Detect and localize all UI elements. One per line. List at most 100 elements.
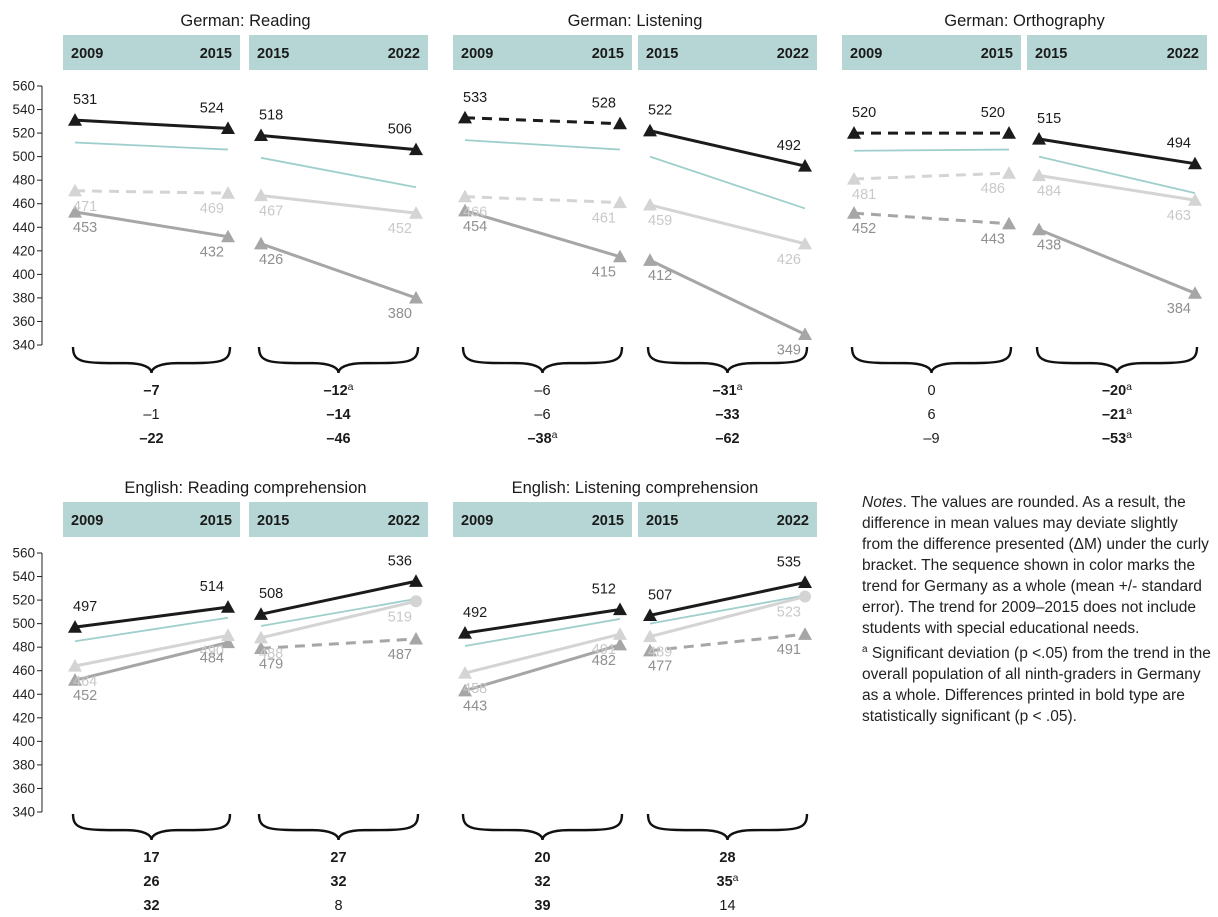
chart-title: German: Orthography bbox=[944, 12, 1105, 30]
series-line bbox=[260, 193, 417, 215]
footnote-text: a Significant deviation (p <.05) from th… bbox=[862, 639, 1212, 727]
series-line bbox=[464, 209, 621, 259]
panel: 2015 2022 522 492 459 426 412 349 –31a –33 –62 bbox=[638, 35, 817, 447]
series-point bbox=[643, 629, 657, 643]
difference-value: –14 bbox=[326, 407, 350, 423]
series-line bbox=[649, 155, 806, 210]
data-label: 426 bbox=[777, 252, 801, 268]
data-label: 467 bbox=[259, 203, 283, 219]
panel: 2009 2015 497 514 464 490 452 484 17 26 32 bbox=[63, 502, 240, 914]
year-start-label: 2015 bbox=[646, 513, 678, 529]
series-point bbox=[847, 126, 861, 139]
series-point bbox=[458, 666, 472, 679]
series-point bbox=[221, 635, 235, 649]
series-point bbox=[458, 189, 472, 203]
series-point bbox=[643, 123, 657, 137]
difference-value: –1 bbox=[143, 407, 159, 423]
series-point bbox=[613, 602, 627, 616]
y-tick-label: 500 bbox=[12, 149, 35, 164]
difference-value: 32 bbox=[143, 898, 159, 914]
difference-value: 32 bbox=[330, 874, 346, 890]
data-label: 520 bbox=[981, 105, 1005, 121]
difference-value: 39 bbox=[534, 898, 550, 914]
data-label: 497 bbox=[73, 599, 97, 615]
difference-value: 17 bbox=[143, 850, 159, 866]
series-line bbox=[649, 594, 806, 625]
series-line bbox=[260, 598, 417, 627]
series-line bbox=[1038, 137, 1196, 166]
difference-value: –22 bbox=[139, 431, 163, 447]
series-point bbox=[458, 203, 472, 217]
year-header bbox=[638, 502, 817, 537]
year-end-label: 2015 bbox=[981, 46, 1013, 62]
panel: 2009 2015 531 524 471 469 453 432 –7 –1 –22 bbox=[63, 35, 240, 447]
curly-bracket bbox=[461, 813, 624, 841]
difference-value: –6 bbox=[534, 383, 550, 399]
notes-text: Notes. The values are rounded. As a resu… bbox=[862, 492, 1212, 639]
data-label: 491 bbox=[777, 642, 801, 658]
year-start-label: 2015 bbox=[646, 46, 678, 62]
data-label: 438 bbox=[1037, 238, 1061, 254]
year-header bbox=[63, 502, 240, 537]
series-point bbox=[254, 188, 268, 202]
data-label: 461 bbox=[592, 211, 616, 227]
year-start-label: 2015 bbox=[257, 46, 289, 62]
panel: 2009 2015 533 528 466 461 454 415 –6 –6 –38a bbox=[453, 35, 632, 447]
data-label: 508 bbox=[259, 586, 283, 602]
series-point bbox=[799, 590, 811, 603]
series-point bbox=[254, 236, 268, 250]
y-tick-label: 460 bbox=[12, 196, 35, 211]
data-label: 452 bbox=[73, 688, 97, 704]
series-line bbox=[1038, 173, 1196, 202]
data-label: 384 bbox=[1167, 301, 1191, 317]
panel: 2015 2022 507 535 489 523 477 491 28 35a 14 bbox=[638, 502, 817, 914]
year-start-label: 2009 bbox=[71, 46, 103, 62]
difference-value: –53a bbox=[1102, 429, 1132, 447]
difference-value: –12a bbox=[323, 381, 353, 399]
data-label: 531 bbox=[73, 92, 97, 108]
series-point bbox=[254, 630, 268, 644]
data-label: 458 bbox=[463, 681, 487, 697]
data-label: 494 bbox=[1167, 136, 1191, 152]
year-start-label: 2009 bbox=[461, 46, 493, 62]
series-point bbox=[613, 195, 627, 209]
series-point bbox=[68, 113, 82, 126]
year-start-label: 2009 bbox=[71, 513, 103, 529]
data-label: 481 bbox=[852, 187, 876, 203]
series-line bbox=[74, 605, 229, 629]
series-point bbox=[68, 673, 82, 686]
y-tick-label: 440 bbox=[12, 687, 35, 702]
data-label: 464 bbox=[73, 674, 97, 690]
data-label: 533 bbox=[463, 90, 487, 106]
series-line bbox=[74, 210, 229, 239]
series-point bbox=[798, 159, 812, 172]
data-label: 491 bbox=[592, 642, 616, 658]
series-line bbox=[1038, 155, 1196, 195]
series-point bbox=[1188, 286, 1202, 299]
data-label: 522 bbox=[648, 103, 672, 119]
difference-value: –21a bbox=[1102, 405, 1132, 423]
notes-body: . The values are rounded. As a result, t… bbox=[862, 494, 1209, 637]
data-label: 489 bbox=[648, 645, 672, 661]
y-axis: 340 360 380 400 420 440 460 480 500 520 540 560 bbox=[12, 79, 43, 353]
series-point bbox=[409, 574, 423, 587]
series-line bbox=[260, 637, 417, 650]
y-tick-label: 480 bbox=[12, 640, 35, 655]
year-end-label: 2022 bbox=[777, 46, 809, 62]
year-header bbox=[1027, 35, 1207, 70]
year-end-label: 2015 bbox=[592, 513, 624, 529]
data-label: 415 bbox=[592, 265, 616, 281]
year-end-label: 2015 bbox=[200, 46, 232, 62]
curly-bracket bbox=[646, 813, 809, 841]
difference-value: –20a bbox=[1102, 381, 1132, 399]
data-label: 432 bbox=[200, 245, 224, 261]
panel: 2015 2022 518 506 467 452 426 380 –12a –14 –46 bbox=[249, 35, 428, 447]
data-label: 349 bbox=[777, 342, 801, 358]
year-end-label: 2015 bbox=[592, 46, 624, 62]
year-header bbox=[453, 35, 632, 70]
series-point bbox=[798, 627, 812, 640]
y-tick-label: 400 bbox=[12, 734, 35, 749]
series-point bbox=[798, 575, 812, 589]
panel: 2015 2022 515 494 484 463 438 384 –20a –21a –53a bbox=[1027, 35, 1207, 447]
